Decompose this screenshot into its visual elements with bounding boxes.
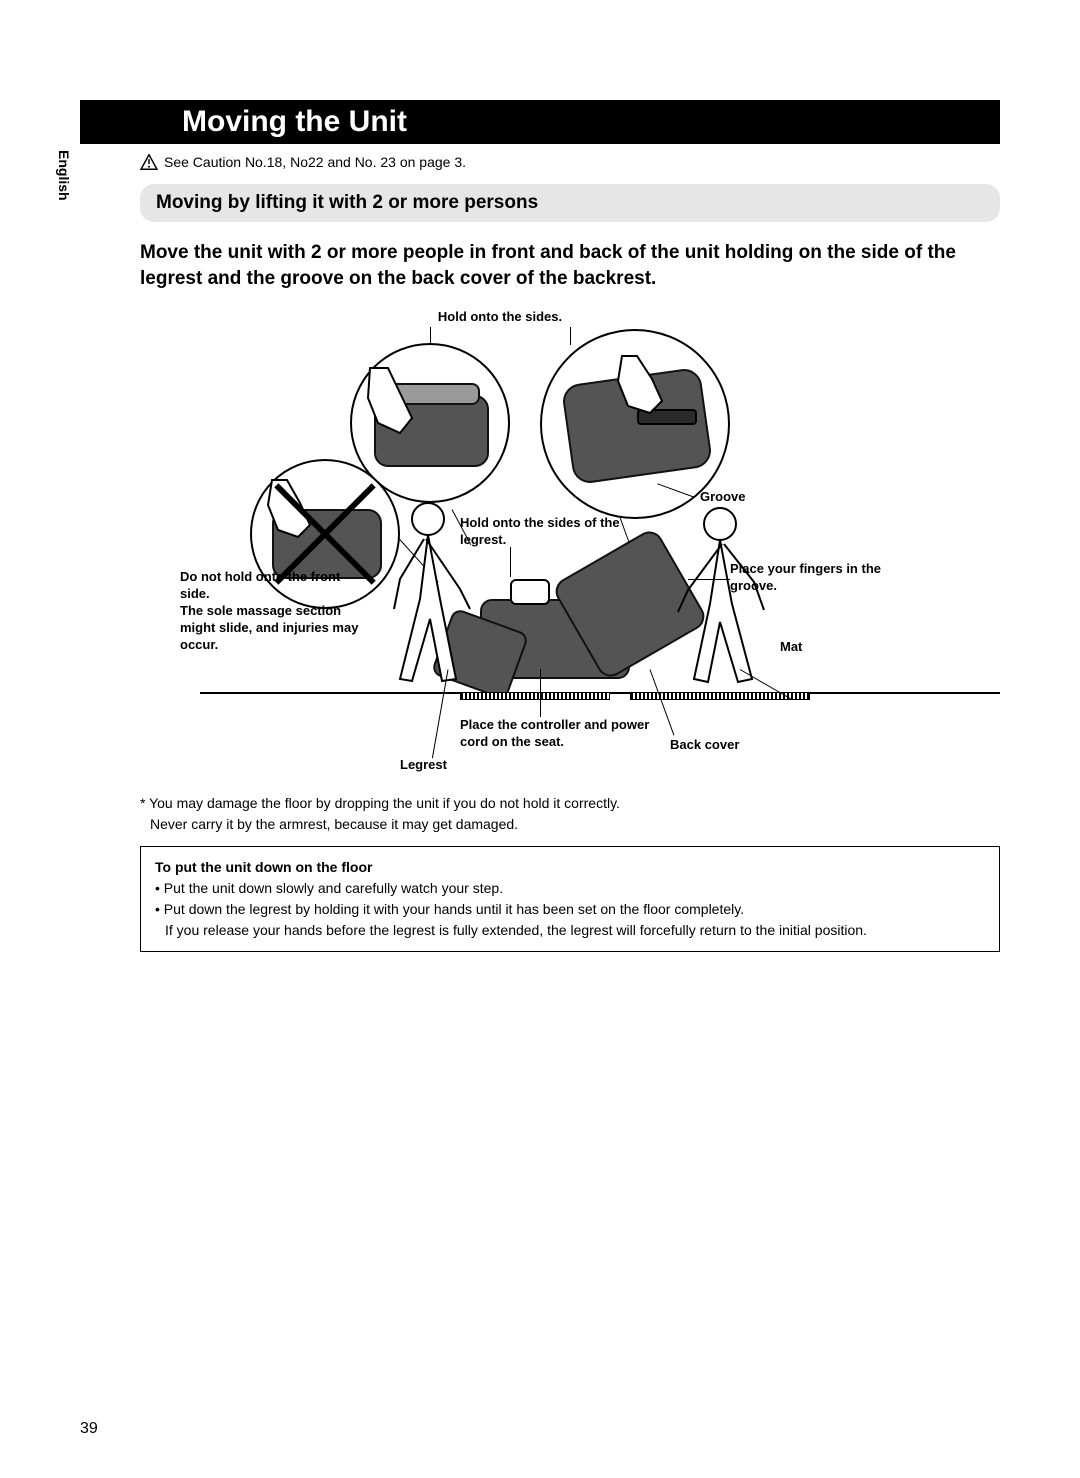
instruction-box: To put the unit down on the floor • Put … [140,846,1000,952]
title-marker [80,100,140,144]
box-title: To put the unit down on the floor [155,857,985,878]
page-number: 39 [80,1420,98,1438]
leader-line [540,669,541,717]
footnote-line-2: Never carry it by the armrest, because i… [140,814,1000,834]
lead-instruction: Move the unit with 2 or more people in f… [140,240,1000,291]
language-tab: English [56,150,72,201]
caution-text: See Caution No.18, No22 and No. 23 on pa… [164,154,466,170]
title-bar: Moving the Unit [80,100,1000,144]
mat-front [460,692,610,700]
instruction-figure: Hold onto the sides. [140,309,1000,779]
box-bullet-2-text: Put down the legrest by holding it with … [164,901,744,917]
caution-line: See Caution No.18, No22 and No. 23 on pa… [140,154,1000,170]
section-subhead: Moving by lifting it with 2 or more pers… [140,184,1000,222]
label-mat: Mat [780,639,802,656]
warning-icon [140,154,158,170]
label-groove: Groove [700,489,746,506]
label-legrest: Legrest [400,757,447,774]
box-bullet-3: If you release your hands before the leg… [155,920,985,941]
hand-icon [360,363,430,443]
hand-icon [612,351,672,421]
leader-line [570,327,571,345]
box-bullet-1-text: Put the unit down slowly and carefully w… [164,880,503,896]
person-back-icon [660,504,790,709]
label-hold-legrest: Hold onto the sides of the legrest. [460,515,630,549]
footnote: * You may damage the floor by dropping t… [140,793,1000,834]
page: English Moving the Unit See Caution No.1… [0,0,1080,1478]
leader-line [510,547,511,577]
label-back-cover: Back cover [670,737,739,754]
label-place-fingers: Place your fingers in the groove. [730,561,910,595]
label-do-not-front: Do not hold onto the front side. The sol… [180,569,370,653]
label-hold-sides: Hold onto the sides. [400,309,600,326]
footnote-line-1: * You may damage the floor by dropping t… [140,793,1000,813]
leader-line [688,579,730,580]
page-title: Moving the Unit [162,100,1000,144]
controller-on-seat [510,579,550,605]
box-bullet-1: • Put the unit down slowly and carefully… [155,878,985,899]
box-bullet-2: • Put down the legrest by holding it wit… [155,899,985,920]
label-place-controller: Place the controller and power cord on t… [460,717,660,751]
